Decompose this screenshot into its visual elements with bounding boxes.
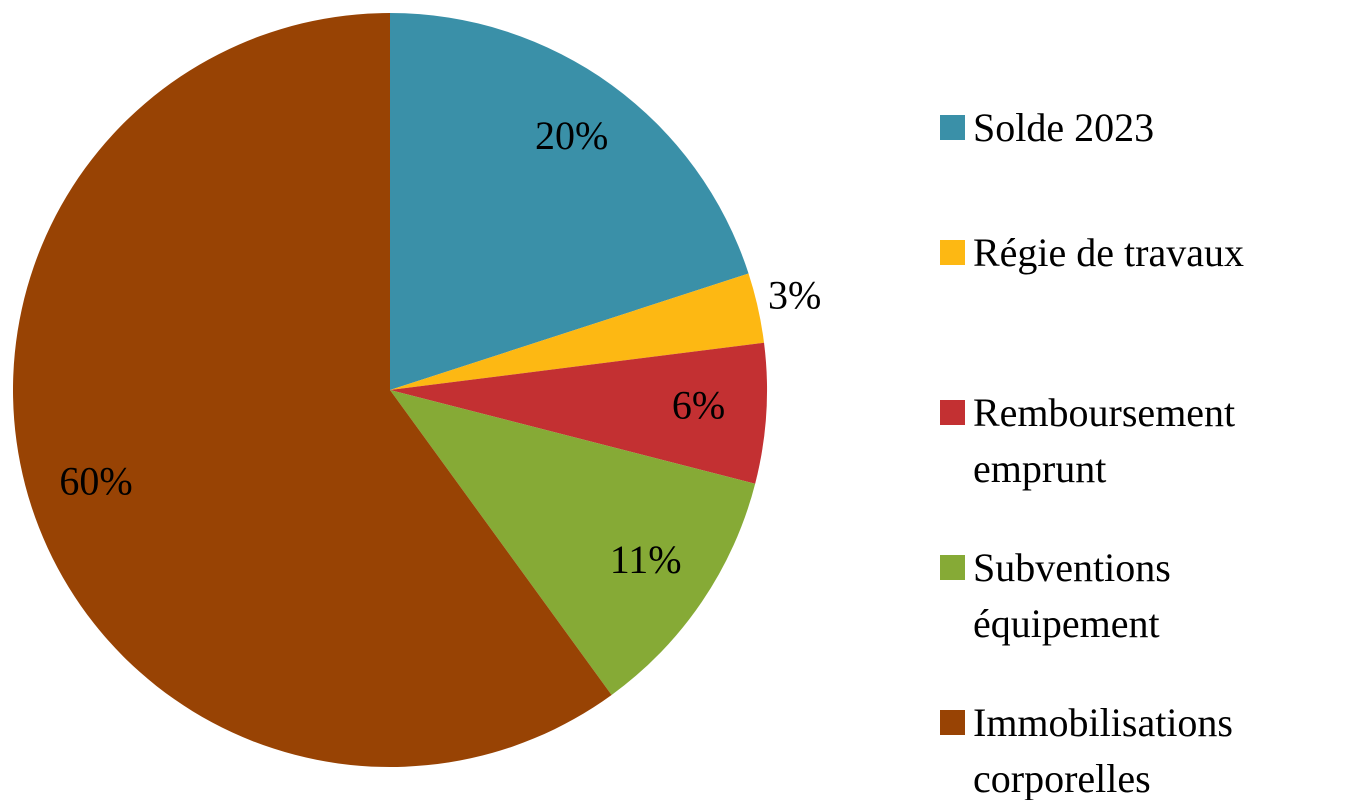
legend-label: Régie de travaux xyxy=(973,230,1244,275)
pie-slice xyxy=(390,273,765,390)
data-label: 60% xyxy=(59,459,132,504)
pie-slice xyxy=(390,390,756,695)
chart: 20% 3% 6% 11% 60% xyxy=(12,13,821,767)
legend-item: Immobilisations corporelles xyxy=(940,695,1352,800)
data-label: 20% xyxy=(535,113,608,158)
legend-swatch xyxy=(940,115,965,140)
pie-slice xyxy=(12,13,612,767)
legend-item: Subventions équipement xyxy=(940,540,1352,652)
legend-item: Régie de travaux xyxy=(940,225,1352,281)
pie-slice xyxy=(390,13,749,390)
legend-item: Solde 2023 xyxy=(940,100,1352,156)
legend-swatch xyxy=(940,710,965,735)
legend-label: Solde 2023 xyxy=(973,105,1155,150)
legend-item: Remboursement emprunt xyxy=(940,385,1352,497)
legend-label: Remboursement emprunt xyxy=(973,390,1236,491)
pie-slice xyxy=(390,342,767,484)
data-label: 3% xyxy=(768,273,821,318)
legend-swatch xyxy=(940,555,965,580)
legend-label: Subventions équipement xyxy=(973,545,1171,646)
legend-swatch xyxy=(940,240,965,265)
legend-label: Immobilisations corporelles xyxy=(973,700,1233,800)
data-label: 11% xyxy=(610,537,682,582)
legend-swatch xyxy=(940,400,965,425)
data-label: 6% xyxy=(672,383,725,428)
